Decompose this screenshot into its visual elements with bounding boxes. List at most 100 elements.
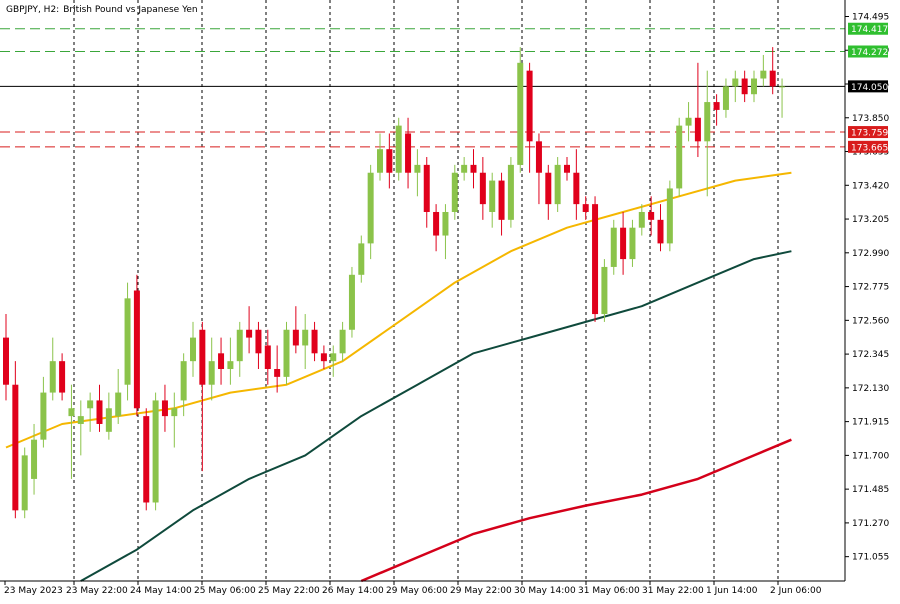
candle-body bbox=[498, 180, 505, 220]
candle-bullish bbox=[77, 400, 84, 456]
y-tick-label: 174.495 bbox=[852, 12, 889, 22]
candle-bullish bbox=[171, 392, 178, 448]
y-tick-label: 172.130 bbox=[852, 384, 889, 394]
candle-bullish bbox=[208, 337, 215, 401]
y-tick-label: 171.270 bbox=[852, 519, 889, 529]
candle-body bbox=[395, 125, 402, 173]
price-tag-support: 173.665 bbox=[848, 140, 888, 153]
candle-bearish bbox=[741, 70, 748, 103]
candle-bearish bbox=[620, 211, 627, 275]
candle-bearish bbox=[143, 408, 150, 511]
candle-bearish bbox=[769, 47, 776, 95]
candle-bearish bbox=[713, 94, 720, 126]
candle-bearish bbox=[264, 329, 271, 385]
candle-bullish bbox=[152, 392, 159, 511]
candle-body bbox=[610, 227, 617, 267]
symbol-description: British Pound vs Japanese Yen bbox=[63, 5, 197, 15]
candle-bullish bbox=[330, 345, 337, 377]
x-axis-ticks: 23 May 2023 23 May 22:00 24 May 14:00 25 Ma… bbox=[4, 581, 822, 596]
x-tick-label: 2 Jun 06:00 bbox=[770, 586, 822, 596]
candle-bearish bbox=[133, 274, 140, 417]
candle-bullish bbox=[751, 70, 757, 103]
candle-body bbox=[713, 102, 720, 110]
candle-bearish bbox=[320, 345, 327, 370]
candle-bullish bbox=[601, 259, 608, 322]
candle-body bbox=[21, 455, 28, 511]
price-tag-box bbox=[848, 140, 888, 153]
candle-body bbox=[49, 361, 56, 393]
candle-body bbox=[694, 117, 701, 142]
x-tick-label: 26 May 14:00 bbox=[322, 586, 384, 596]
price-tag-label: 174.272 bbox=[851, 48, 888, 58]
candle-bearish bbox=[694, 62, 701, 158]
price-tags: 174.417 174.272 174.050 173.759 173.665 bbox=[848, 22, 888, 153]
candle-body bbox=[320, 353, 327, 362]
candle-bearish bbox=[433, 204, 440, 252]
candle-bullish bbox=[302, 314, 309, 370]
price-tag-box bbox=[848, 22, 888, 35]
candle-bullish bbox=[31, 423, 38, 495]
candlesticks bbox=[3, 47, 786, 519]
candle-body bbox=[760, 70, 767, 79]
candle-body bbox=[339, 329, 346, 354]
candle-body bbox=[218, 353, 225, 370]
x-tick-label: 1 Jun 14:00 bbox=[706, 586, 758, 596]
candle-body bbox=[377, 149, 383, 173]
candle-body bbox=[582, 204, 589, 212]
symbol-timeframe: GBPJPY, H2: bbox=[6, 5, 59, 15]
candle-body bbox=[638, 211, 645, 228]
candle-body bbox=[423, 164, 430, 212]
candle-bullish bbox=[21, 447, 28, 519]
candle-bullish bbox=[339, 321, 346, 362]
x-tick-label: 30 May 14:00 bbox=[514, 586, 576, 596]
candle-bullish bbox=[610, 219, 617, 275]
candle-body bbox=[255, 329, 262, 354]
candle-body bbox=[554, 164, 561, 205]
y-axis-ticks: 174.495174.280174.065173.850173.635173.4… bbox=[845, 12, 889, 563]
candle-bullish bbox=[348, 266, 355, 338]
candle-bullish bbox=[676, 117, 683, 197]
axes bbox=[0, 0, 846, 582]
candle-body bbox=[592, 204, 599, 315]
candle-bearish bbox=[386, 133, 393, 189]
candle-bullish bbox=[732, 70, 739, 103]
y-tick-label: 172.560 bbox=[852, 316, 889, 326]
candle-bullish bbox=[517, 47, 524, 173]
candle-body bbox=[68, 408, 75, 417]
candle-bearish bbox=[479, 157, 486, 220]
candle-body bbox=[171, 408, 178, 417]
price-tag-label: 173.759 bbox=[851, 129, 888, 139]
candle-body bbox=[367, 172, 374, 244]
candle-bearish bbox=[161, 384, 168, 432]
candle-bearish bbox=[657, 204, 664, 252]
moving-averages bbox=[5, 171, 792, 583]
candle-body bbox=[161, 400, 168, 417]
candle-body bbox=[676, 125, 683, 189]
x-tick-label: 25 May 22:00 bbox=[258, 586, 320, 596]
candle-bullish bbox=[395, 117, 402, 181]
candle-body bbox=[386, 149, 393, 173]
candle-bearish bbox=[274, 345, 281, 393]
x-tick-label: 25 May 06:00 bbox=[194, 586, 256, 596]
candle-body bbox=[535, 141, 542, 173]
candle-bullish bbox=[87, 392, 94, 432]
price-tag-resistance: 174.417 bbox=[848, 22, 888, 35]
candle-body bbox=[3, 337, 9, 385]
candle-bearish bbox=[246, 306, 253, 354]
candle-bullish bbox=[358, 235, 365, 283]
candle-body bbox=[59, 361, 66, 393]
candle-bearish bbox=[423, 157, 430, 228]
candle-body bbox=[143, 416, 150, 503]
candle-bullish bbox=[638, 204, 645, 236]
candle-bearish bbox=[3, 314, 9, 401]
candle-bullish bbox=[704, 70, 711, 197]
candle-body bbox=[264, 345, 271, 370]
price-tag-current: 174.050 bbox=[848, 80, 888, 93]
chart-header: GBPJPY, H2: British Pound vs Japanese Yen bbox=[6, 5, 198, 15]
candle-body bbox=[96, 400, 103, 424]
candle-body bbox=[246, 329, 253, 338]
candle-body bbox=[77, 416, 84, 424]
candle-body bbox=[124, 298, 131, 385]
price-tag-support: 173.759 bbox=[848, 126, 888, 139]
